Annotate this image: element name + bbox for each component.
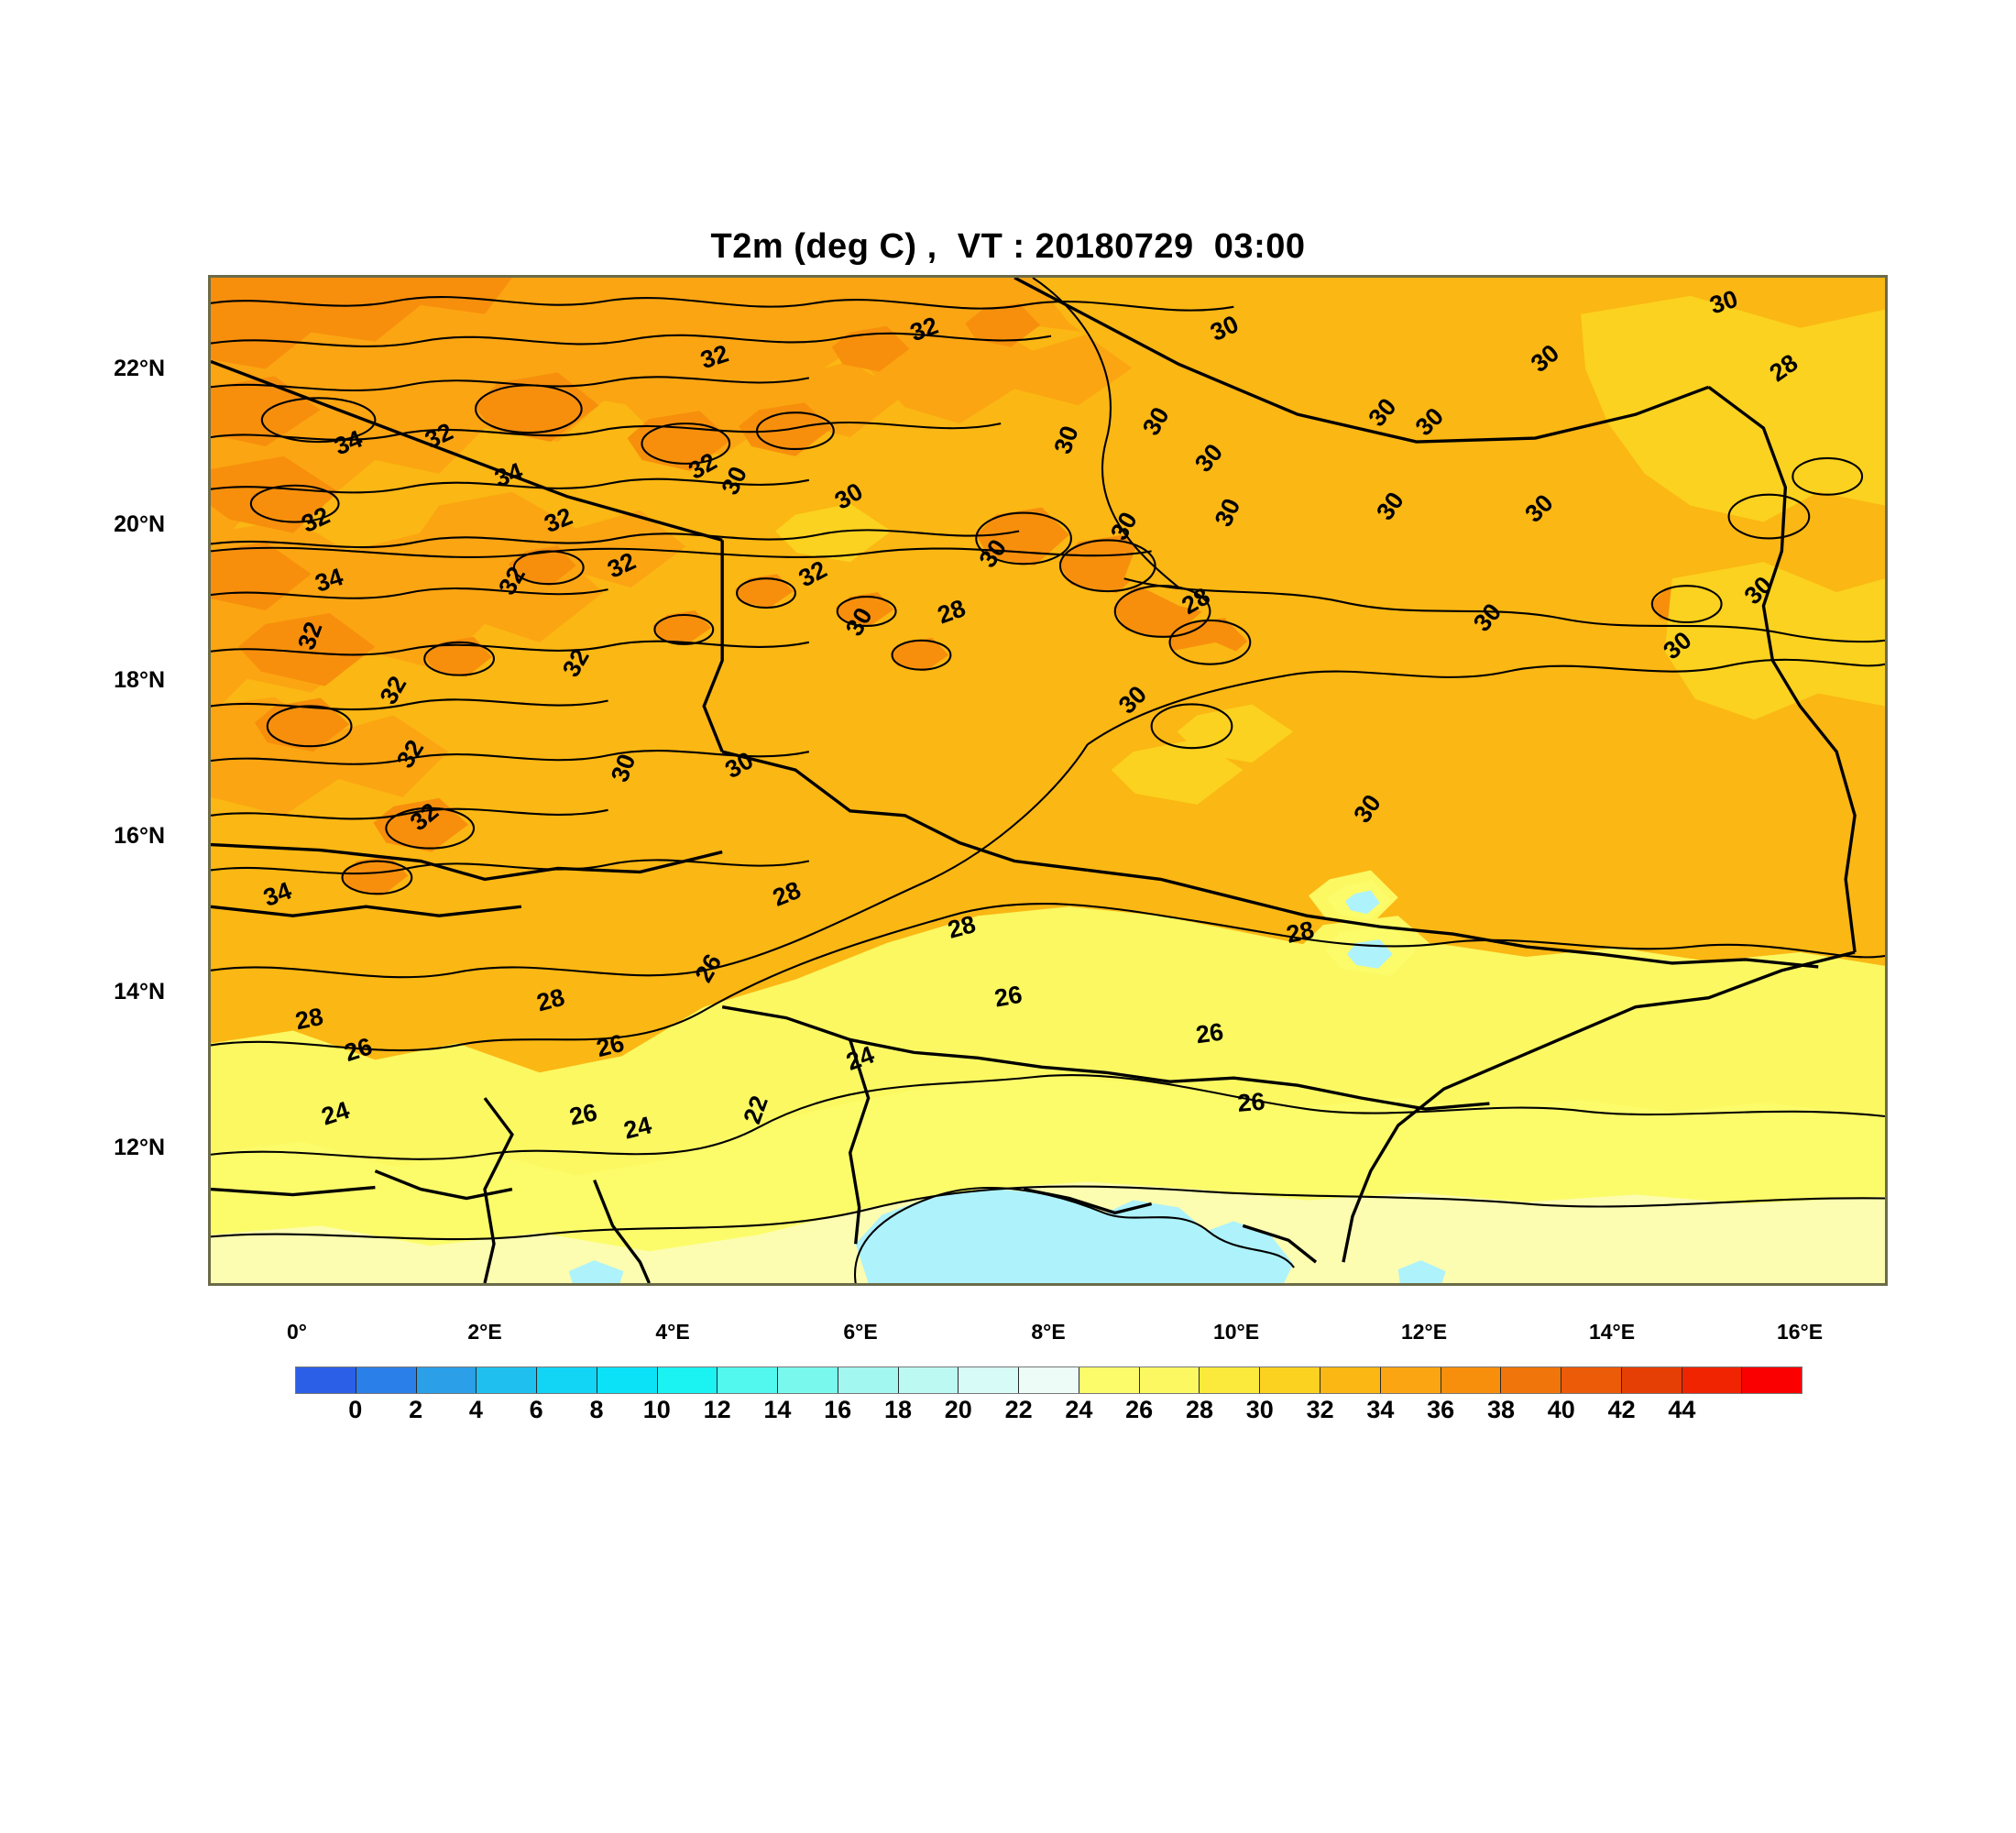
colorbar-swatch [1260,1367,1321,1393]
lon-label-8: 8°E [1031,1320,1066,1344]
colorbar-swatch [898,1367,959,1393]
colorbar-swatch [537,1367,597,1393]
colorbar-tick: 36 [1427,1396,1455,1423]
svg-text:26: 26 [1194,1018,1225,1049]
lat-label-22: 22°N [114,356,165,381]
colorbar-tick: 6 [529,1396,543,1423]
lon-label-14: 14°E [1588,1320,1636,1344]
colorbar-tick: 0 [348,1396,363,1423]
svg-text:28: 28 [293,1003,326,1036]
colorbar-tick: 18 [883,1396,913,1423]
colorbar-tick: 2 [409,1396,423,1423]
colorbar-tick-labels: 0 2 4 6 8 10 12 14 16 18 20 22 24 26 28 30 32 34 36 38 40 42 4… [295,1396,1802,1438]
colorbar-swatch [959,1367,1020,1393]
lat-label-18: 18°N [114,667,165,693]
colorbar-swatch [356,1367,417,1393]
colorbar-tick: 44 [1668,1396,1696,1423]
page-title: T2m (deg C) , VT : 20180729 03:00 [710,227,1306,266]
svg-text:26: 26 [594,1029,627,1062]
colorbar-swatch [1200,1367,1261,1393]
colorbar-swatch [1139,1367,1200,1393]
colorbar-swatch [597,1367,658,1393]
colorbar-swatch [838,1367,899,1393]
svg-text:26: 26 [567,1098,600,1131]
svg-text:26: 26 [992,981,1024,1013]
colorbar-tick: 40 [1547,1396,1575,1423]
lon-label-6: 6°E [843,1320,878,1344]
colorbar-swatch [1561,1367,1622,1393]
colorbar-tick: 10 [642,1396,671,1423]
temperature-contour-map: 34 34 34 34 32 32 32 32 32 32 32 32 32 3… [211,278,1885,1283]
colorbar-swatch [657,1367,718,1393]
colorbar-tick: 34 [1366,1396,1395,1423]
temperature-colorbar [295,1367,1802,1394]
colorbar-swatch [1501,1367,1562,1393]
colorbar-swatch [1380,1367,1441,1393]
colorbar-tick: 32 [1306,1396,1334,1423]
lon-label-16: 16°E [1776,1320,1824,1344]
svg-text:28: 28 [1284,916,1317,949]
lon-label-2: 2°E [467,1320,502,1344]
colorbar-swatch [1441,1367,1502,1393]
lon-label-0: 0° [287,1320,307,1344]
colorbar-swatch [416,1367,477,1393]
lat-label-16: 16°N [114,823,165,849]
colorbar-tick: 20 [944,1396,972,1423]
colorbar-tick: 14 [763,1396,792,1423]
svg-text:26: 26 [1236,1088,1265,1117]
lat-label-20: 20°N [114,511,165,537]
colorbar-tick: 24 [1065,1396,1093,1423]
lon-label-12: 12°E [1400,1320,1448,1344]
colorbar-tick: 30 [1245,1396,1274,1423]
lat-label-12: 12°N [114,1135,165,1160]
colorbar-tick: 16 [824,1396,852,1423]
colorbar-tick: 38 [1486,1396,1516,1423]
colorbar-tick: 42 [1607,1396,1636,1423]
colorbar-swatch [296,1367,356,1393]
colorbar-swatch [1320,1367,1381,1393]
colorbar-swatch [1742,1367,1802,1393]
colorbar-tick: 4 [468,1396,483,1423]
colorbar-swatch [1019,1367,1079,1393]
map-plot-area: 34 34 34 34 32 32 32 32 32 32 32 32 32 3… [208,275,1888,1286]
colorbar-tick: 12 [703,1396,731,1423]
colorbar-tick: 22 [1004,1396,1033,1423]
colorbar-swatch [477,1367,538,1393]
colorbar-tick: 8 [589,1396,604,1423]
svg-text:24: 24 [621,1111,654,1144]
colorbar-tick: 26 [1125,1396,1154,1423]
lon-label-10: 10°E [1212,1320,1260,1344]
colorbar-swatch [778,1367,838,1393]
colorbar-swatch [1621,1367,1682,1393]
colorbar-swatch [718,1367,779,1393]
lon-label-4: 4°E [655,1320,690,1344]
colorbar-swatch [1079,1367,1140,1393]
colorbar-swatch [1682,1367,1743,1393]
colorbar-tick: 28 [1185,1396,1214,1423]
lat-label-14: 14°N [114,979,165,1004]
